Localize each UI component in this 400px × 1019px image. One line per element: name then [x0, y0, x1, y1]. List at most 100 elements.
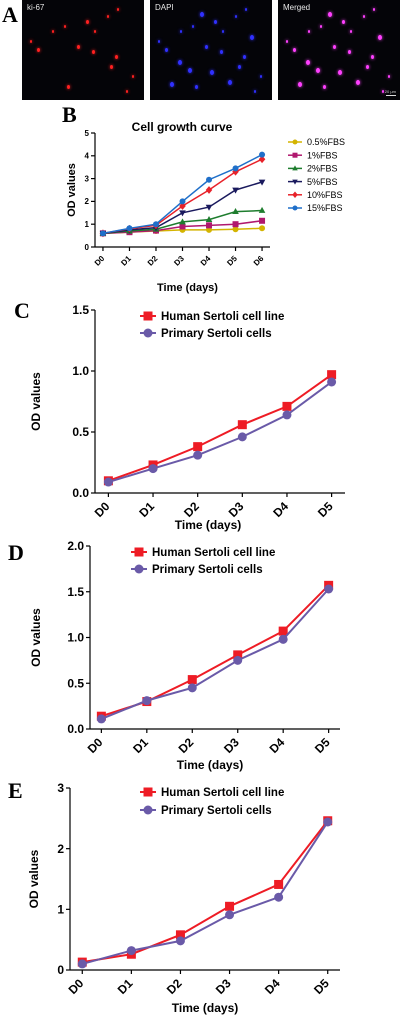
- nucleus-dot: [320, 25, 322, 28]
- micrograph-dapi: DAPI: [150, 0, 272, 100]
- nucleus-dot: [158, 40, 160, 43]
- nucleus-dot: [195, 85, 198, 89]
- data-point: [193, 442, 203, 452]
- chart-od-values-e: 0 1 2 3 D0 D1 D2 D3 D4 D5 Time (days) OD values Huma…: [27, 781, 340, 1015]
- x-tick-label: D5: [311, 976, 332, 997]
- micrograph-label: ki-67: [27, 3, 45, 12]
- data-point: [103, 477, 113, 487]
- x-axis-title: Time (days): [172, 1001, 238, 1015]
- x-tick-label: D5: [312, 735, 333, 756]
- nucleus-dot: [338, 70, 342, 75]
- legend-label: 1%FBS: [307, 150, 338, 160]
- nucleus-dot: [170, 82, 174, 87]
- panel-letter-b: B: [62, 102, 77, 127]
- nucleus-dot: [110, 65, 113, 69]
- nucleus-dot: [333, 45, 336, 49]
- data-point: [187, 683, 197, 693]
- nucleus-dot: [298, 82, 302, 87]
- data-point: [233, 650, 243, 660]
- data-point: [258, 155, 266, 164]
- data-point: [179, 223, 186, 230]
- data-point: [282, 410, 292, 420]
- data-point: [206, 222, 213, 229]
- y-tick-label: 2.0: [67, 539, 84, 553]
- nucleus-dot: [373, 8, 375, 11]
- panel-letter-c: C: [14, 298, 30, 323]
- x-tick-label: D2: [181, 499, 202, 520]
- legend-marker: [292, 179, 298, 185]
- data-point: [142, 696, 152, 706]
- nucleus-dot: [132, 75, 134, 78]
- legend-marker: [143, 787, 153, 797]
- legend-marker: [143, 805, 153, 815]
- chart-cell-growth-curve: 0 1 2 3 4 5 D0 D1 D2 D3 D4 D5 D6 Time (days) OD values…: [66, 120, 345, 294]
- data-point: [232, 165, 239, 172]
- micrograph-label: DAPI: [155, 3, 174, 12]
- legend-marker: [134, 547, 144, 557]
- x-tick-label: D4: [270, 499, 291, 520]
- x-axis-title: Time (days): [157, 282, 218, 294]
- legend-marker: [143, 328, 153, 338]
- legend-marker: [292, 165, 298, 171]
- legend-label: 15%FBS: [307, 203, 343, 213]
- data-point: [179, 218, 186, 225]
- nucleus-dot: [243, 55, 246, 59]
- x-tick-label: D1: [115, 976, 136, 997]
- data-point: [175, 930, 185, 940]
- x-tick-label: D1: [119, 254, 133, 268]
- x-tick-label: D6: [252, 254, 266, 268]
- legend-label: Primary Sertoli cells: [161, 328, 272, 340]
- series-line: [108, 373, 333, 482]
- data-point: [258, 206, 266, 213]
- nucleus-dot: [260, 75, 262, 78]
- nucleus-dot: [30, 40, 32, 43]
- x-tick-label: D3: [213, 976, 234, 997]
- data-point: [205, 204, 213, 211]
- chart-od-values-d: 0.0 0.5 1.0 1.5 2.0 D0 D1 D2 D3 D4 D5 Time (days) OD…: [29, 539, 340, 772]
- y-axis-title: OD values: [29, 608, 43, 667]
- nucleus-dot: [178, 60, 182, 65]
- data-point: [258, 179, 266, 186]
- x-tick-label: D0: [66, 976, 87, 997]
- nucleus-dot: [220, 50, 223, 54]
- panel-letter-d: D: [8, 540, 24, 565]
- x-tick-label: D0: [85, 735, 106, 756]
- nucleus-dot: [378, 35, 382, 40]
- nucleus-dot: [52, 30, 54, 33]
- nucleus-dot: [92, 50, 95, 54]
- y-tick-label: 1: [57, 903, 64, 917]
- nucleus-dot: [250, 35, 254, 40]
- x-tick-label: D2: [146, 254, 160, 268]
- nucleus-dot: [214, 20, 217, 24]
- x-tick-label: D4: [267, 735, 288, 756]
- series-line: [82, 820, 329, 964]
- data-point: [232, 208, 239, 215]
- nucleus-dot: [126, 90, 128, 93]
- data-point: [175, 936, 185, 946]
- data-point: [259, 217, 266, 224]
- y-tick-label: 1.0: [72, 364, 89, 378]
- x-tick-label: D4: [262, 976, 283, 997]
- data-point: [205, 186, 213, 194]
- nucleus-dot: [293, 48, 296, 52]
- legend-label: Human Sertoli cell line: [161, 311, 284, 323]
- data-point: [99, 230, 106, 237]
- legend-label: 0.5%FBS: [307, 137, 345, 147]
- nucleus-dot: [328, 12, 332, 17]
- data-point: [205, 216, 213, 223]
- data-point: [274, 892, 284, 902]
- nucleus-dot: [222, 30, 224, 33]
- x-tick-label: D5: [315, 499, 336, 520]
- data-point: [96, 714, 106, 724]
- nucleus-dot: [188, 68, 192, 73]
- x-tick-label: D0: [93, 254, 107, 268]
- nucleus-dot: [382, 90, 384, 93]
- x-tick-label: D1: [130, 735, 151, 756]
- data-point: [324, 584, 334, 594]
- data-point: [187, 675, 197, 685]
- legend-marker: [143, 311, 153, 321]
- x-tick-label: D2: [176, 735, 197, 756]
- series-line: [108, 381, 333, 483]
- nucleus-dot: [356, 80, 360, 85]
- legend-label: Primary Sertoli cells: [161, 805, 272, 817]
